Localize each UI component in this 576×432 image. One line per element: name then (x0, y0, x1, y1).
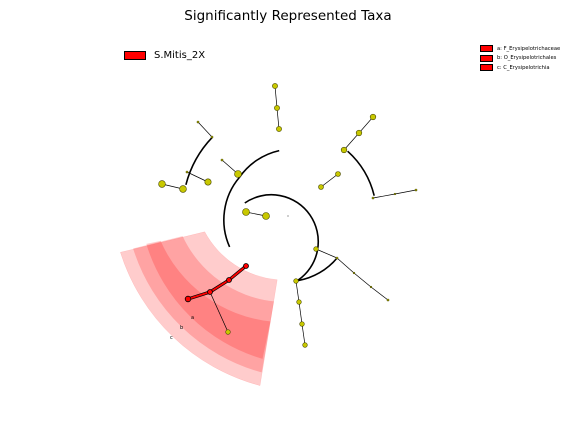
taxa-legend: a: F_Erysipelotrichaceae b: O_Erysipelot… (480, 44, 560, 73)
clade-sector-b (133, 236, 274, 373)
highlight-nodes (184, 263, 249, 303)
taxa-legend-row: b: O_Erysipelotrichales (480, 54, 560, 64)
taxa-legend-swatch (480, 45, 493, 53)
group-legend: S.Mitis_2X (124, 50, 205, 61)
taxa-legend-swatch (480, 54, 493, 62)
branches (161, 85, 417, 346)
taxa-legend-swatch (480, 64, 493, 72)
center-point (287, 215, 289, 217)
highlight-branch (187, 265, 247, 300)
taxa-legend-row: c: C_Erysipelotrichia (480, 63, 560, 73)
clade-arc (185, 136, 213, 185)
legend-swatch-s-mitis (124, 51, 146, 60)
clade-sector-c (120, 231, 278, 386)
clade-arc (223, 176, 241, 248)
taxa-legend-label: a: F_Erysipelotrichaceae (497, 45, 561, 52)
figure-title: Significantly Represented Taxa (184, 8, 392, 24)
taxa-legend-label: b: O_Erysipelotrichales (497, 55, 557, 62)
clade-sector-a (146, 240, 271, 359)
clade-label-c: c (170, 335, 173, 341)
clade-arc (347, 150, 375, 196)
clade-label-b: b (180, 325, 183, 331)
clade-arc (297, 257, 338, 282)
legend-label-s-mitis: S.Mitis_2X (154, 50, 206, 61)
taxon-nodes (158, 83, 418, 348)
clade-arc (238, 149, 280, 178)
clade-label-a: a (191, 315, 194, 321)
taxa-legend-row: a: F_Erysipelotrichaceae (480, 44, 560, 54)
taxa-legend-label: c: C_Erysipelotrichia (497, 64, 550, 71)
clade-arc (244, 193, 320, 281)
